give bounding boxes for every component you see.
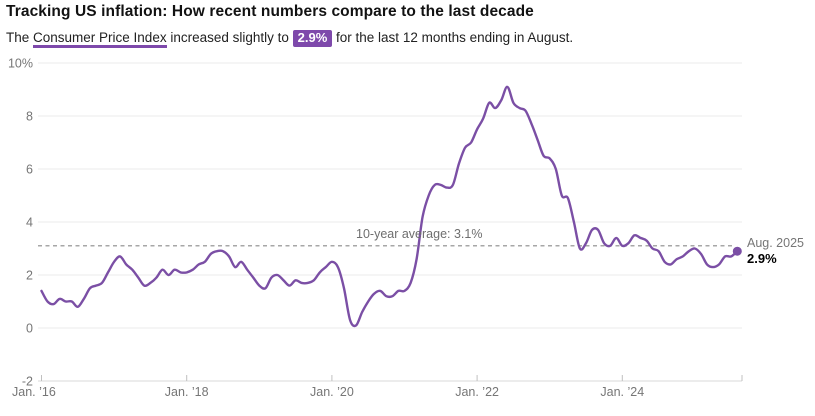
x-tick-label: Jan. ’18 xyxy=(165,385,209,399)
x-tick-label: Jan. ’16 xyxy=(12,385,56,399)
cpi-link[interactable]: Consumer Price Index xyxy=(33,30,167,48)
y-tick-label: 0 xyxy=(26,322,33,336)
chart-title: Tracking US inflation: How recent number… xyxy=(6,3,534,20)
subtitle-prefix: The xyxy=(6,30,34,45)
y-tick-label: -2 xyxy=(22,375,33,389)
chart-header: Tracking US inflation: How recent number… xyxy=(6,3,786,48)
y-tick-label: 6 xyxy=(26,163,33,177)
y-tick-label: 10% xyxy=(8,57,33,71)
x-tick-label: Jan. ’20 xyxy=(310,385,354,399)
y-tick-label: 4 xyxy=(26,216,33,230)
x-tick-label: Jan. ’22 xyxy=(455,385,499,399)
average-annotation: 10-year average: 3.1% xyxy=(356,227,483,241)
y-tick-label: 8 xyxy=(26,110,33,124)
subtitle-mid: increased slightly to xyxy=(166,30,293,45)
end-label-date: Aug. 2025 xyxy=(747,236,804,250)
end-point-dot xyxy=(732,246,742,256)
rate-badge: 2.9% xyxy=(292,30,333,47)
chart-subtitle: The Consumer Price Index increased sligh… xyxy=(6,28,786,48)
y-tick-label: 2 xyxy=(26,269,33,283)
end-label-value: 2.9% xyxy=(747,251,777,266)
x-tick-label: Jan. ’24 xyxy=(600,385,644,399)
subtitle-suffix: for the last 12 months ending in August. xyxy=(332,30,574,45)
cpi-line xyxy=(40,85,739,328)
